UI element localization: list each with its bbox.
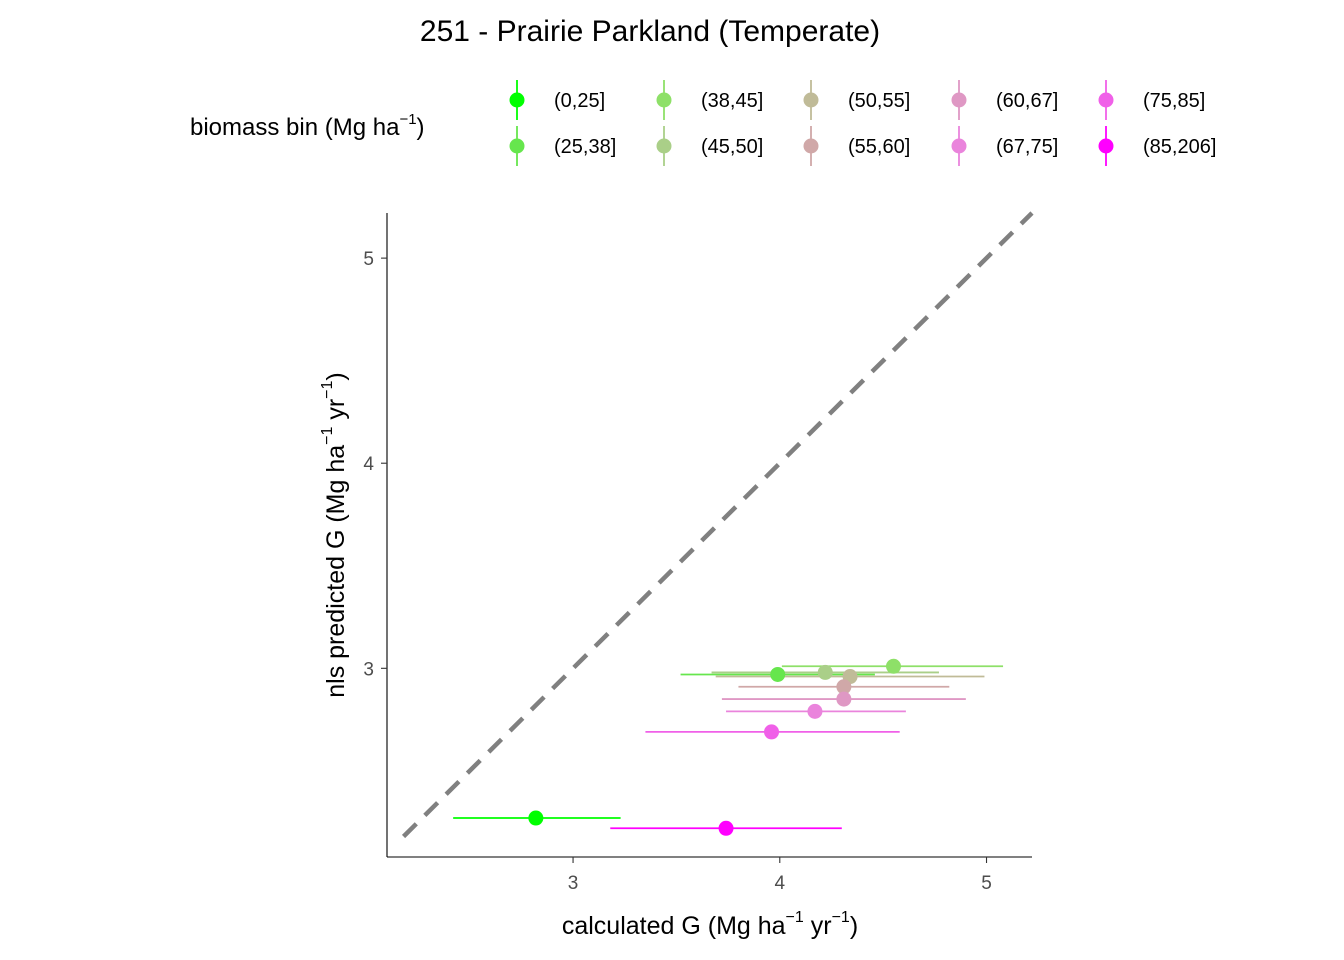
legend-items: (0,25] (25,38] (38,45] (45,50] (50,55] (55,60… (509, 80, 1216, 166)
legend-label: (60,67] (996, 90, 1058, 112)
legend-label: (38,45] (701, 90, 763, 112)
data-point (807, 703, 823, 719)
legend-item: (38,45] (656, 80, 763, 120)
data-point (885, 658, 901, 674)
legend-key-point (803, 92, 819, 108)
legend-item: (50,55] (803, 80, 910, 120)
legend-label: (25,38] (554, 136, 616, 158)
x-tick-label: 5 (981, 873, 992, 894)
legend-key-point (951, 92, 967, 108)
chart-title: 251 - Prairie Parkland (Temperate) (420, 15, 880, 48)
x-tick-label: 3 (568, 873, 579, 894)
legend-key-point (656, 138, 672, 154)
legend-item: (67,75] (951, 126, 1058, 166)
data-point (718, 820, 734, 836)
data-point (764, 724, 780, 740)
legend-key-point (509, 138, 525, 154)
legend-key-point (951, 138, 967, 154)
x-axis-title: calculated G (Mg ha−1 yr−1) (562, 909, 858, 940)
data-point (836, 691, 852, 707)
data-point (528, 810, 544, 826)
legend-label: (45,50] (701, 136, 763, 158)
legend-label: (0,25] (554, 90, 605, 112)
legend-title: biomass bin (Mg ha−1) (190, 111, 425, 141)
legend-label: (50,55] (848, 90, 910, 112)
legend: biomass bin (Mg ha−1) (0,25] (25,38] (38,4… (190, 80, 1216, 166)
legend-title-exponent: −1 (399, 111, 416, 128)
legend-label: (85,206] (1143, 136, 1216, 158)
y-tick-label: 5 (363, 249, 374, 270)
plot-area: 3 4 5 3 4 5 (363, 211, 1034, 894)
legend-key-point (509, 92, 525, 108)
x-axis-ticks: 3 4 5 (568, 857, 992, 894)
legend-item: (60,67] (951, 80, 1058, 120)
legend-item: (45,50] (656, 126, 763, 166)
legend-item: (85,206] (1098, 126, 1216, 166)
legend-key-point (656, 92, 672, 108)
x-tick-label: 4 (774, 873, 785, 894)
data-points (453, 658, 1004, 836)
y-axis-title: nls predicted G (Mg ha−1 yr−1) (319, 372, 350, 698)
data-point (836, 679, 852, 695)
legend-label: (67,75] (996, 136, 1058, 158)
legend-label: (75,85] (1143, 90, 1205, 112)
legend-key-point (1098, 92, 1114, 108)
legend-item: (55,60] (803, 126, 910, 166)
data-point (817, 664, 833, 680)
data-point (770, 666, 786, 682)
y-tick-label: 4 (363, 454, 374, 475)
legend-key-point (1098, 138, 1114, 154)
legend-item: (0,25] (509, 80, 605, 120)
legend-label: (55,60] (848, 136, 910, 158)
legend-item: (75,85] (1098, 80, 1205, 120)
y-tick-label: 3 (363, 659, 374, 680)
y-axis-ticks: 3 4 5 (363, 249, 387, 680)
legend-item: (25,38] (509, 126, 616, 166)
legend-key-point (803, 138, 819, 154)
identity-reference-line (401, 211, 1034, 839)
